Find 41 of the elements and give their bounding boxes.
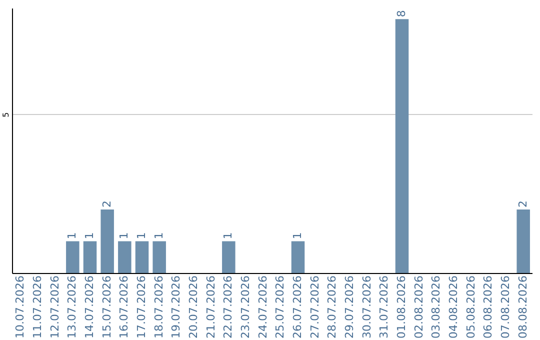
data-label: 2 [516,200,530,208]
x-tick-label: 08.08.2026 [516,276,530,338]
y-tick-label: 5 [2,112,10,118]
x-tick-label: 15.07.2026 [100,276,114,338]
data-label: 2 [100,200,114,208]
x-tick-label: 19.07.2026 [170,276,183,338]
data-label: 1 [152,232,166,240]
x-tick-label: 11.07.2026 [31,276,44,338]
x-tick-label: 25.07.2026 [274,276,287,338]
x-tick-label: 16.07.2026 [118,276,131,338]
x-tick-label: 03.08.2026 [430,276,443,338]
x-tick-label: 13.07.2026 [66,276,79,338]
x-tick-label: 02.08.2026 [412,276,426,338]
x-tick-label: 27.07.2026 [308,276,322,338]
x-tick-label: 10.07.2026 [14,276,27,338]
x-tick-label: 22.07.2026 [222,276,235,338]
x-tick-label: 26.07.2026 [291,276,304,338]
data-label: 1 [83,232,96,240]
x-tick-label: 12.07.2026 [48,276,62,338]
x-tick-label: 01.08.2026 [395,276,408,338]
x-tick-label: 18.07.2026 [152,276,166,338]
data-label: 1 [66,232,79,240]
x-tick-label: 30.07.2026 [360,276,374,338]
data-label: 1 [291,232,304,240]
x-tick-label: 31.07.2026 [378,276,391,338]
x-tick-label: 29.07.2026 [343,276,356,338]
x-tick-label: 23.07.2026 [239,276,252,338]
x-tick-label: 24.07.2026 [256,276,270,338]
x-tick-label: 06.08.2026 [482,276,495,338]
x-tick-label: 20.07.2026 [187,276,200,338]
data-label: 1 [222,232,235,240]
x-tick-label: 07.08.2026 [499,276,512,338]
x-tick-label: 28.07.2026 [326,276,339,338]
x-tick-label: 14.07.2026 [83,276,96,338]
data-label: 1 [118,232,131,240]
data-label: 8 [395,10,408,18]
x-tick-label: 04.08.2026 [447,276,460,338]
x-tick-label: 21.07.2026 [204,276,218,338]
data-label: 1 [135,232,148,240]
x-tick-label: 17.07.2026 [135,276,148,338]
x-tick-label: 05.08.2026 [464,276,478,338]
